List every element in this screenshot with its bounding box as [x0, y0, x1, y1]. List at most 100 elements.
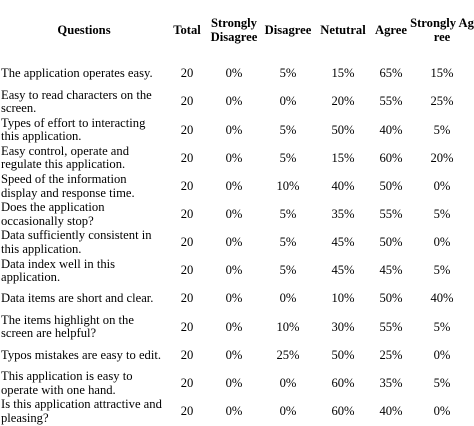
strongly-disagree-cell: 0%: [225, 235, 243, 250]
strongly-agree-cell: 0%: [433, 404, 451, 418]
total-cell: 20: [180, 291, 194, 306]
strongly-agree-cell: 0%: [433, 235, 451, 250]
neutral-cell: 20%: [331, 94, 355, 109]
disagree-cell: 5%: [279, 66, 297, 81]
agree-cell: 55%: [379, 319, 403, 334]
strongly-agree-cell: 15%: [430, 66, 454, 81]
header-row: Questions Total Strongly Disagree Disagr…: [0, 0, 474, 60]
neutral-cell: 50%: [331, 347, 355, 362]
table-row: Is this application attractive and pleas…: [0, 398, 474, 426]
total-cell: 20: [180, 150, 194, 165]
question-cell: Types of effort to interacting this appl…: [1, 116, 146, 144]
disagree-cell: 0%: [279, 291, 297, 306]
agree-cell: 50%: [379, 178, 403, 193]
question-cell: Typos mistakes are easy to edit.: [1, 347, 161, 362]
strongly-agree-cell: 40%: [430, 291, 454, 306]
table-row: Speed of the information display and res…: [0, 173, 474, 201]
disagree-cell: 5%: [279, 122, 297, 137]
question-cell: This application is easy to operate with…: [1, 369, 133, 397]
disagree-cell: 5%: [279, 150, 297, 165]
disagree-cell: 10%: [276, 178, 300, 193]
agree-cell: 35%: [379, 375, 403, 390]
neutral-cell: 15%: [331, 66, 355, 81]
total-cell: 20: [180, 347, 194, 362]
total-cell: 20: [180, 178, 194, 193]
table-row: Data items are short and clear. 20 0% 0%…: [0, 285, 474, 313]
table-row: Easy control, operate and regulate this …: [0, 144, 474, 172]
neutral-cell: 40%: [331, 178, 355, 193]
question-cell: Easy control, operate and regulate this …: [1, 144, 129, 172]
total-cell: 20: [180, 94, 194, 109]
disagree-cell: 0%: [279, 375, 297, 390]
table-row: Typos mistakes are easy to edit. 20 0% 2…: [0, 341, 474, 369]
question-cell: Data index well in this application.: [1, 256, 116, 285]
total-cell: 20: [180, 319, 194, 334]
strongly-agree-cell: 0%: [433, 178, 451, 193]
table-row: The items highlight on the screen are he…: [0, 313, 474, 341]
question-cell: Data sufficiently consistent in this app…: [1, 228, 152, 256]
question-cell: Is this application attractive and pleas…: [1, 397, 162, 425]
strongly-disagree-cell: 0%: [225, 347, 243, 362]
total-cell: 20: [180, 375, 194, 390]
table-body: The application operates easy. 20 0% 5% …: [0, 60, 474, 426]
question-cell: The application operates easy.: [1, 66, 153, 81]
neutral-cell: 30%: [331, 319, 355, 334]
agree-cell: 65%: [379, 66, 403, 81]
header-disagree: Disagree: [264, 22, 312, 37]
question-cell: The items highlight on the screen are he…: [1, 313, 134, 341]
table-row: Does the application occasionally stop? …: [0, 201, 474, 229]
neutral-cell: 35%: [331, 207, 355, 222]
agree-cell: 50%: [379, 291, 403, 306]
disagree-cell: 5%: [279, 207, 297, 222]
header-strongly-agree: Strongly Agree: [410, 15, 474, 45]
agree-cell: 55%: [379, 207, 403, 222]
strongly-agree-cell: 5%: [433, 375, 451, 390]
neutral-cell: 60%: [331, 404, 355, 418]
agree-cell: 25%: [379, 347, 403, 362]
strongly-disagree-cell: 0%: [225, 178, 243, 193]
neutral-cell: 15%: [331, 150, 355, 165]
strongly-agree-cell: 25%: [430, 94, 454, 109]
strongly-agree-cell: 5%: [433, 207, 451, 222]
neutral-cell: 45%: [331, 235, 355, 250]
disagree-cell: 5%: [279, 263, 297, 278]
neutral-cell: 45%: [331, 263, 355, 278]
disagree-cell: 0%: [279, 94, 297, 109]
agree-cell: 55%: [379, 94, 403, 109]
header-neutral: Netutral: [320, 22, 366, 37]
strongly-disagree-cell: 0%: [225, 122, 243, 137]
table-row: The application operates easy. 20 0% 5% …: [0, 60, 474, 88]
strongly-disagree-cell: 0%: [225, 207, 243, 222]
disagree-cell: 10%: [276, 319, 300, 334]
disagree-cell: 25%: [276, 347, 300, 362]
header-agree: Agree: [375, 22, 407, 37]
neutral-cell: 50%: [331, 122, 355, 137]
strongly-disagree-cell: 0%: [225, 319, 243, 334]
header-total: Total: [173, 22, 201, 37]
agree-cell: 60%: [379, 150, 403, 165]
total-cell: 20: [180, 235, 194, 250]
total-cell: 20: [180, 404, 194, 418]
strongly-disagree-cell: 0%: [225, 291, 243, 306]
question-cell: Data items are short and clear.: [1, 291, 154, 306]
question-cell: Easy to read characters on the screen.: [1, 88, 152, 116]
strongly-disagree-cell: 0%: [225, 150, 243, 165]
question-cell: Does the application occasionally stop?: [1, 200, 105, 228]
table-row: Types of effort to interacting this appl…: [0, 116, 474, 144]
strongly-agree-cell: 5%: [433, 263, 451, 278]
total-cell: 20: [180, 66, 194, 81]
total-cell: 20: [180, 263, 194, 278]
strongly-disagree-cell: 0%: [225, 263, 243, 278]
strongly-agree-cell: 5%: [433, 319, 451, 334]
table-header: Questions Total Strongly Disagree Disagr…: [0, 0, 474, 60]
question-cell: Speed of the information display and res…: [1, 172, 135, 200]
total-cell: 20: [180, 207, 194, 222]
disagree-cell: 0%: [279, 404, 297, 418]
disagree-cell: 5%: [279, 235, 297, 250]
strongly-disagree-cell: 0%: [225, 404, 243, 418]
table-row: Easy to read characters on the screen. 2…: [0, 88, 474, 116]
agree-cell: 50%: [379, 235, 403, 250]
header-questions: Questions: [57, 22, 111, 37]
strongly-agree-cell: 0%: [433, 347, 451, 362]
